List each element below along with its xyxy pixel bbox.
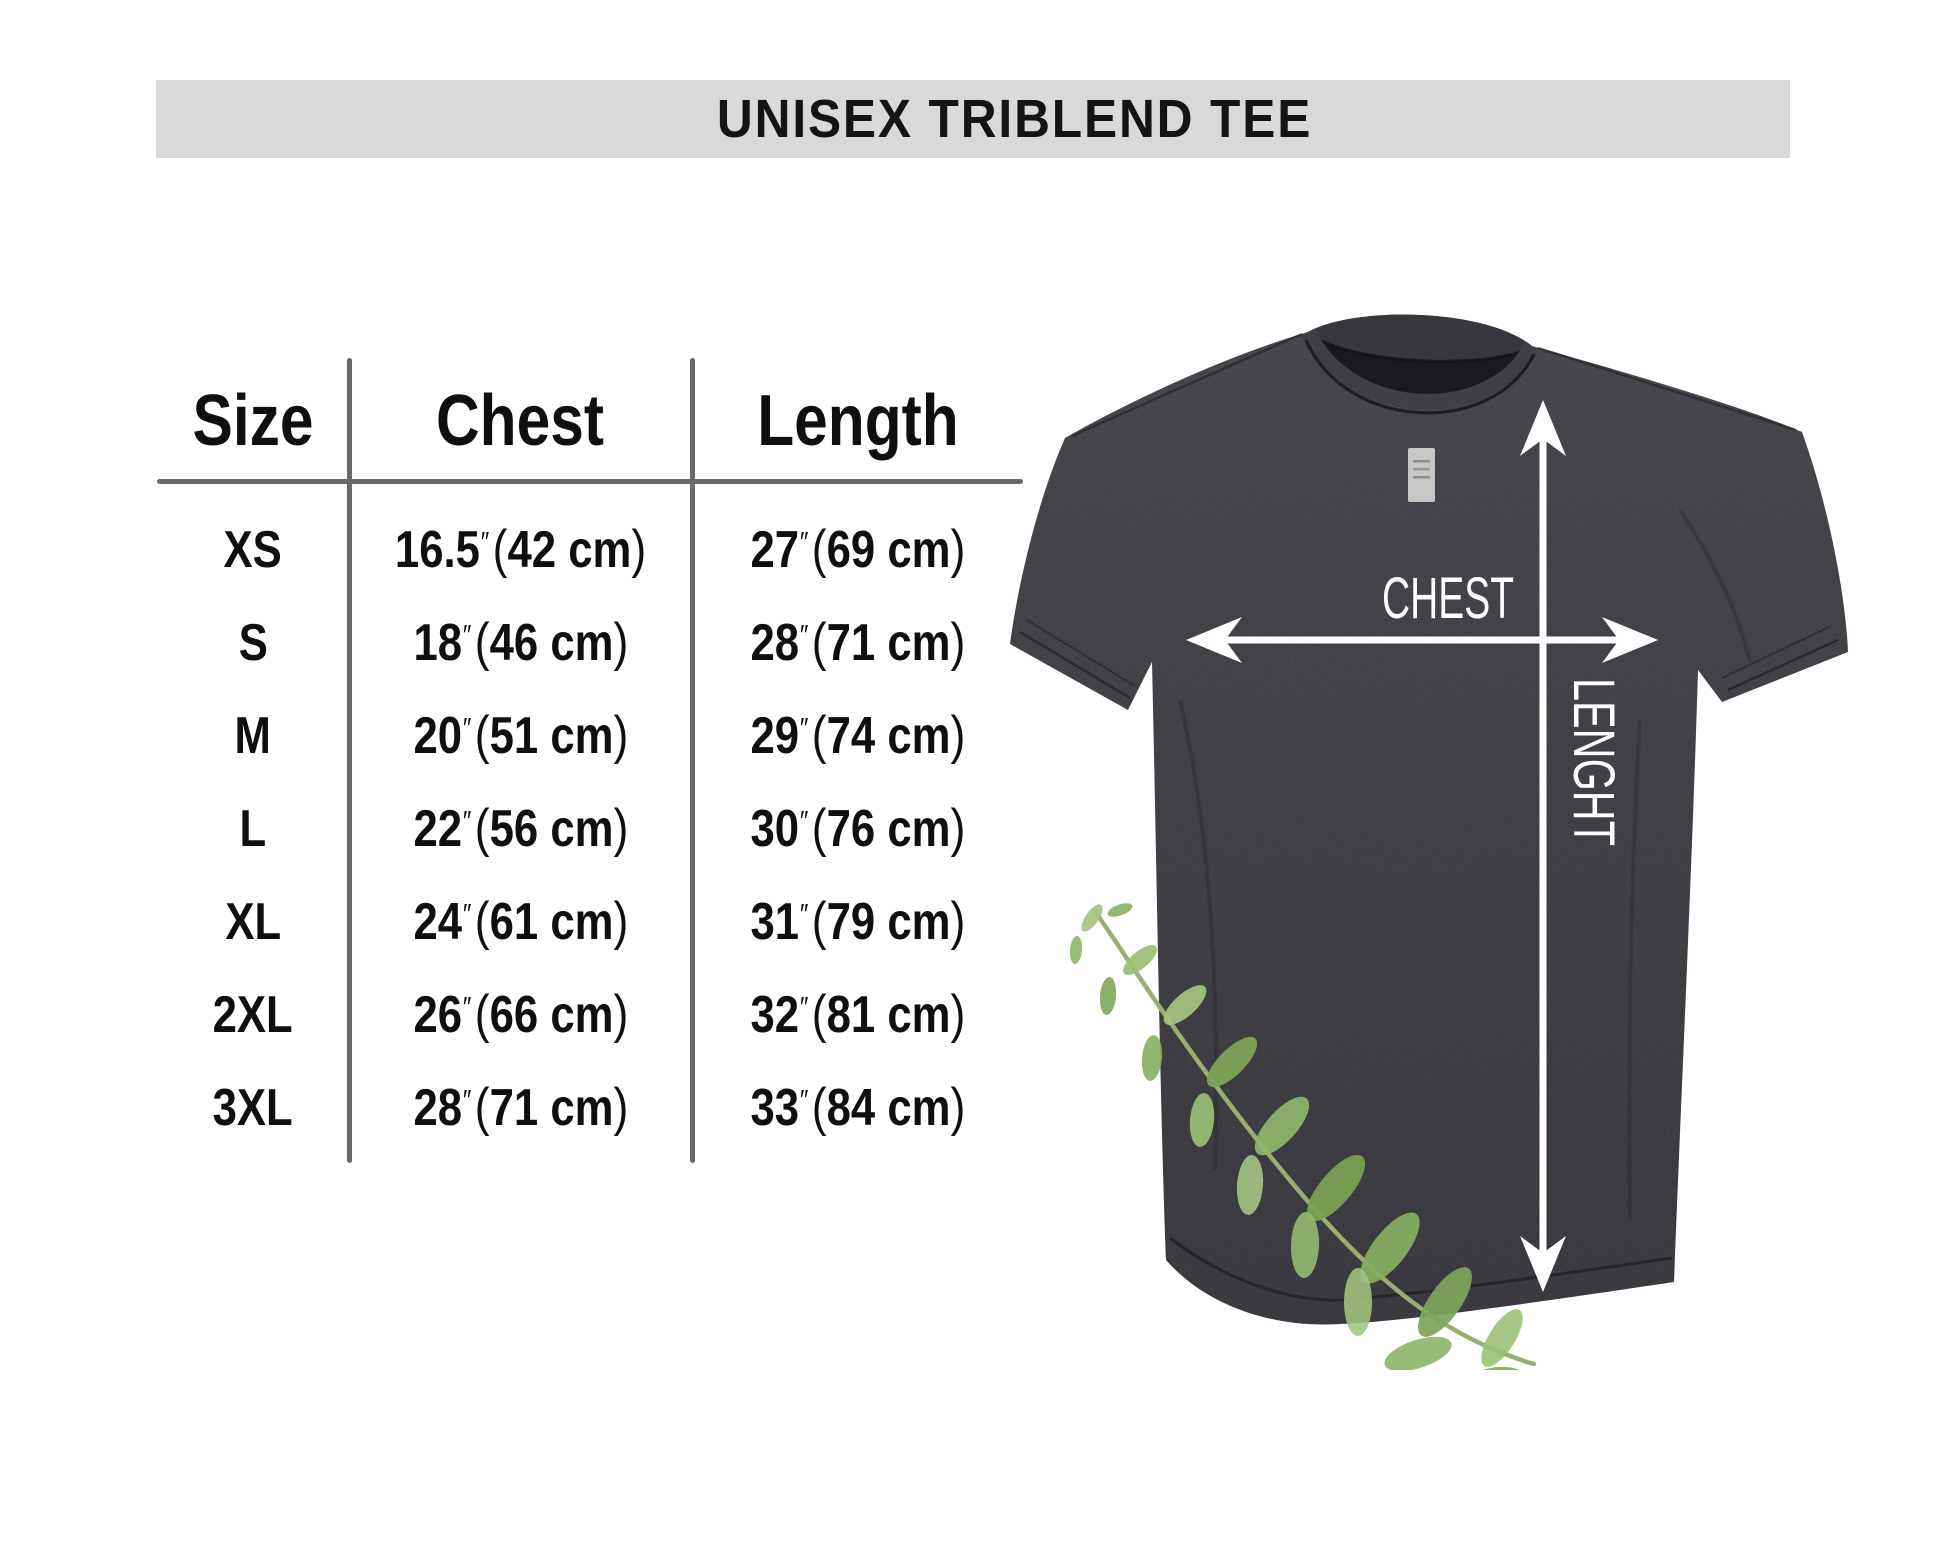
tshirt-diagram: CHEST LENGHT xyxy=(1010,314,1848,1370)
table-row: 3XL 28″(71 cm) 33″(84 cm) xyxy=(157,1061,1023,1154)
leaf xyxy=(1236,1155,1264,1215)
leaf xyxy=(1081,904,1103,932)
length-cell: 27″(69 cm) xyxy=(750,520,965,579)
table-divider-horizontal xyxy=(157,479,1023,484)
shoulder-seam-left xyxy=(1071,332,1303,438)
length-cell: 28″(71 cm) xyxy=(750,613,965,672)
leaf xyxy=(1384,1336,1452,1370)
arrowhead-left xyxy=(1186,617,1242,663)
collar-front-band xyxy=(1300,328,1540,410)
size-cell: XL xyxy=(225,892,281,951)
chest-label: CHEST xyxy=(1382,566,1514,631)
table-divider-vertical-2 xyxy=(690,358,695,1163)
table-row: XS 16.5″(42 cm) 27″(69 cm) xyxy=(157,503,1023,596)
eucalyptus-branch xyxy=(1069,903,1537,1370)
leaf xyxy=(1306,1154,1366,1222)
leaf xyxy=(1107,903,1133,917)
chest-cell: 20″(51 cm) xyxy=(413,706,628,765)
chest-cell: 28″(71 cm) xyxy=(413,1078,628,1137)
length-arrow xyxy=(1520,400,1566,1292)
table-header-row: Size Chest Length xyxy=(157,358,1023,483)
leaf xyxy=(1163,985,1207,1025)
table-row: S 18″(46 cm) 28″(71 cm) xyxy=(157,596,1023,689)
sleeve-hem-left xyxy=(1019,630,1131,700)
header-size: Size xyxy=(192,380,314,461)
leaf xyxy=(1481,1309,1523,1367)
leaf xyxy=(1069,936,1083,964)
chest-cell: 24″(61 cm) xyxy=(413,892,628,951)
leaf xyxy=(1418,1267,1472,1337)
neck-tag xyxy=(1408,448,1435,502)
sleeve-hem-right xyxy=(1727,638,1839,692)
leaf xyxy=(1290,1212,1320,1278)
length-cell: 29″(74 cm) xyxy=(750,706,965,765)
wrinkle xyxy=(1678,508,1752,663)
tshirt-illustration xyxy=(1010,314,1848,1325)
table-row: M 20″(51 cm) 29″(74 cm) xyxy=(157,689,1023,782)
sleeve-hem-left-stitch xyxy=(1026,619,1136,687)
leaf xyxy=(1189,1093,1215,1147)
collar-front-seam xyxy=(1304,339,1536,415)
chest-cell: 22″(56 cm) xyxy=(413,799,628,858)
chest-cell: 26″(66 cm) xyxy=(413,985,628,1044)
collar-back-band-seam xyxy=(1309,335,1531,364)
shoulder-seam-right xyxy=(1537,346,1797,432)
size-cell: 2XL xyxy=(212,985,294,1044)
title-banner: UNISEX TRIBLEND TEE xyxy=(156,80,1790,158)
table-body: XS 16.5″(42 cm) 27″(69 cm) S 18″(46 cm) … xyxy=(157,483,1023,1154)
size-cell: L xyxy=(239,799,267,858)
length-cell: 32″(81 cm) xyxy=(750,985,965,1044)
length-cell: 33″(84 cm) xyxy=(750,1078,965,1137)
leaf xyxy=(1472,1366,1524,1370)
size-table: Size Chest Length XS 16.5″(42 cm) 27″(69… xyxy=(157,358,1023,1163)
size-cell: XS xyxy=(223,520,283,579)
arrowhead-down xyxy=(1520,1236,1566,1292)
page-title: UNISEX TRIBLEND TEE xyxy=(717,89,1313,149)
collar-back-band xyxy=(1308,314,1532,360)
neck-tag-print xyxy=(1413,468,1430,471)
wrinkle xyxy=(1627,719,1642,1221)
leaf xyxy=(1344,1268,1372,1336)
table-row: XL 24″(61 cm) 31″(79 cm) xyxy=(157,875,1023,968)
leaf xyxy=(1360,1212,1420,1284)
arrowhead-right xyxy=(1602,617,1658,663)
sleeve-hem-right-stitch xyxy=(1721,625,1832,679)
leaf xyxy=(1206,1036,1258,1088)
length-cell: 31″(79 cm) xyxy=(750,892,965,951)
header-chest: Chest xyxy=(436,380,605,461)
table-divider-vertical-1 xyxy=(347,358,352,1163)
length-cell: 30″(76 cm) xyxy=(750,799,965,858)
size-cell: S xyxy=(238,613,268,672)
wrinkle xyxy=(1178,699,1219,1171)
neck-tag-print xyxy=(1413,460,1430,463)
leaf xyxy=(1123,945,1157,975)
leaf xyxy=(1141,1035,1163,1081)
leaf xyxy=(1099,977,1117,1015)
neck-tag-print xyxy=(1413,476,1430,479)
measurement-arrows xyxy=(1186,400,1658,1292)
arrowhead-up xyxy=(1520,400,1566,456)
size-cell: 3XL xyxy=(212,1078,294,1137)
size-cell: M xyxy=(234,706,272,765)
table-row: 2XL 26″(66 cm) 32″(81 cm) xyxy=(157,968,1023,1061)
header-length: Length xyxy=(756,380,959,461)
table-row: L 22″(56 cm) 30″(76 cm) xyxy=(157,782,1023,875)
length-label: LENGHT xyxy=(1561,678,1626,846)
leaf xyxy=(1254,1096,1310,1156)
chest-arrow xyxy=(1186,617,1658,663)
chest-cell: 18″(46 cm) xyxy=(413,613,628,672)
chest-cell: 16.5″(42 cm) xyxy=(394,520,647,579)
